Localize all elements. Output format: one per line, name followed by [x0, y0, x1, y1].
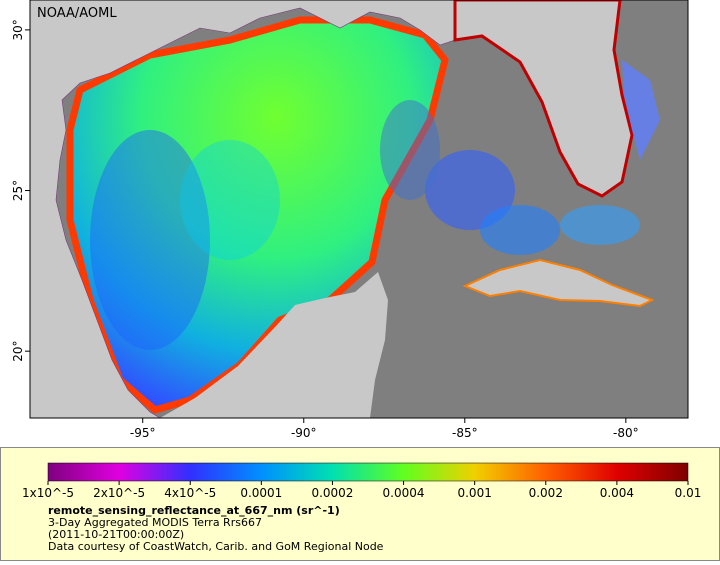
ocean-data: [90, 130, 210, 350]
colorbar-tick-label: 2x10^-5: [93, 486, 145, 500]
land: [160, 272, 388, 418]
colorbar-tick-label: 0.004: [600, 486, 634, 500]
map-area: NOAA/AOML: [30, 0, 688, 418]
colorbar-tick-label: 0.0002: [311, 486, 353, 500]
land: [453, 0, 634, 198]
ocean-data: [380, 100, 440, 200]
y-tick-label: 25°: [11, 180, 25, 201]
colorbar-tick-label: 0.001: [457, 486, 491, 500]
y-tick-label: 20°: [11, 341, 25, 362]
colorbar: [47, 462, 689, 482]
colorbar-label: remote_sensing_reflectance_at_667_nm (sr…: [48, 504, 340, 517]
map-frame: [29, 0, 689, 419]
caption-line: (2011-10-21T00:00:00Z): [48, 528, 184, 541]
colorbar-tick-label: 0.0001: [240, 486, 282, 500]
colorbar-tick-label: 1x10^-5: [22, 486, 74, 500]
ocean-data: [66, 16, 449, 414]
colorbar-tick-label: 0.002: [529, 486, 563, 500]
land: [462, 258, 655, 308]
x-tick-label: -90°: [291, 426, 317, 440]
x-tick-label: -85°: [452, 426, 478, 440]
caption-line: Data courtesy of CoastWatch, Carib. and …: [48, 540, 384, 553]
credit: NOAA/AOML: [37, 6, 117, 21]
credit-box: [32, 2, 116, 22]
ocean-data: [480, 205, 560, 255]
ocean-data: [180, 140, 280, 260]
x-tick-label: -95°: [130, 426, 156, 440]
ocean-data: [622, 60, 660, 160]
colorbar-tick-label: 4x10^-5: [164, 486, 216, 500]
y-tick-label: 30°: [11, 19, 25, 40]
land: [30, 0, 456, 418]
ocean-data: [425, 150, 515, 230]
caption-line: 3-Day Aggregated MODIS Terra Rrs667: [48, 516, 262, 529]
colorbar-tick-label: 0.0004: [383, 486, 425, 500]
x-tick-label: -80°: [613, 426, 639, 440]
ocean-data: [560, 205, 640, 245]
colorbar-tick-label: 0.01: [675, 486, 702, 500]
